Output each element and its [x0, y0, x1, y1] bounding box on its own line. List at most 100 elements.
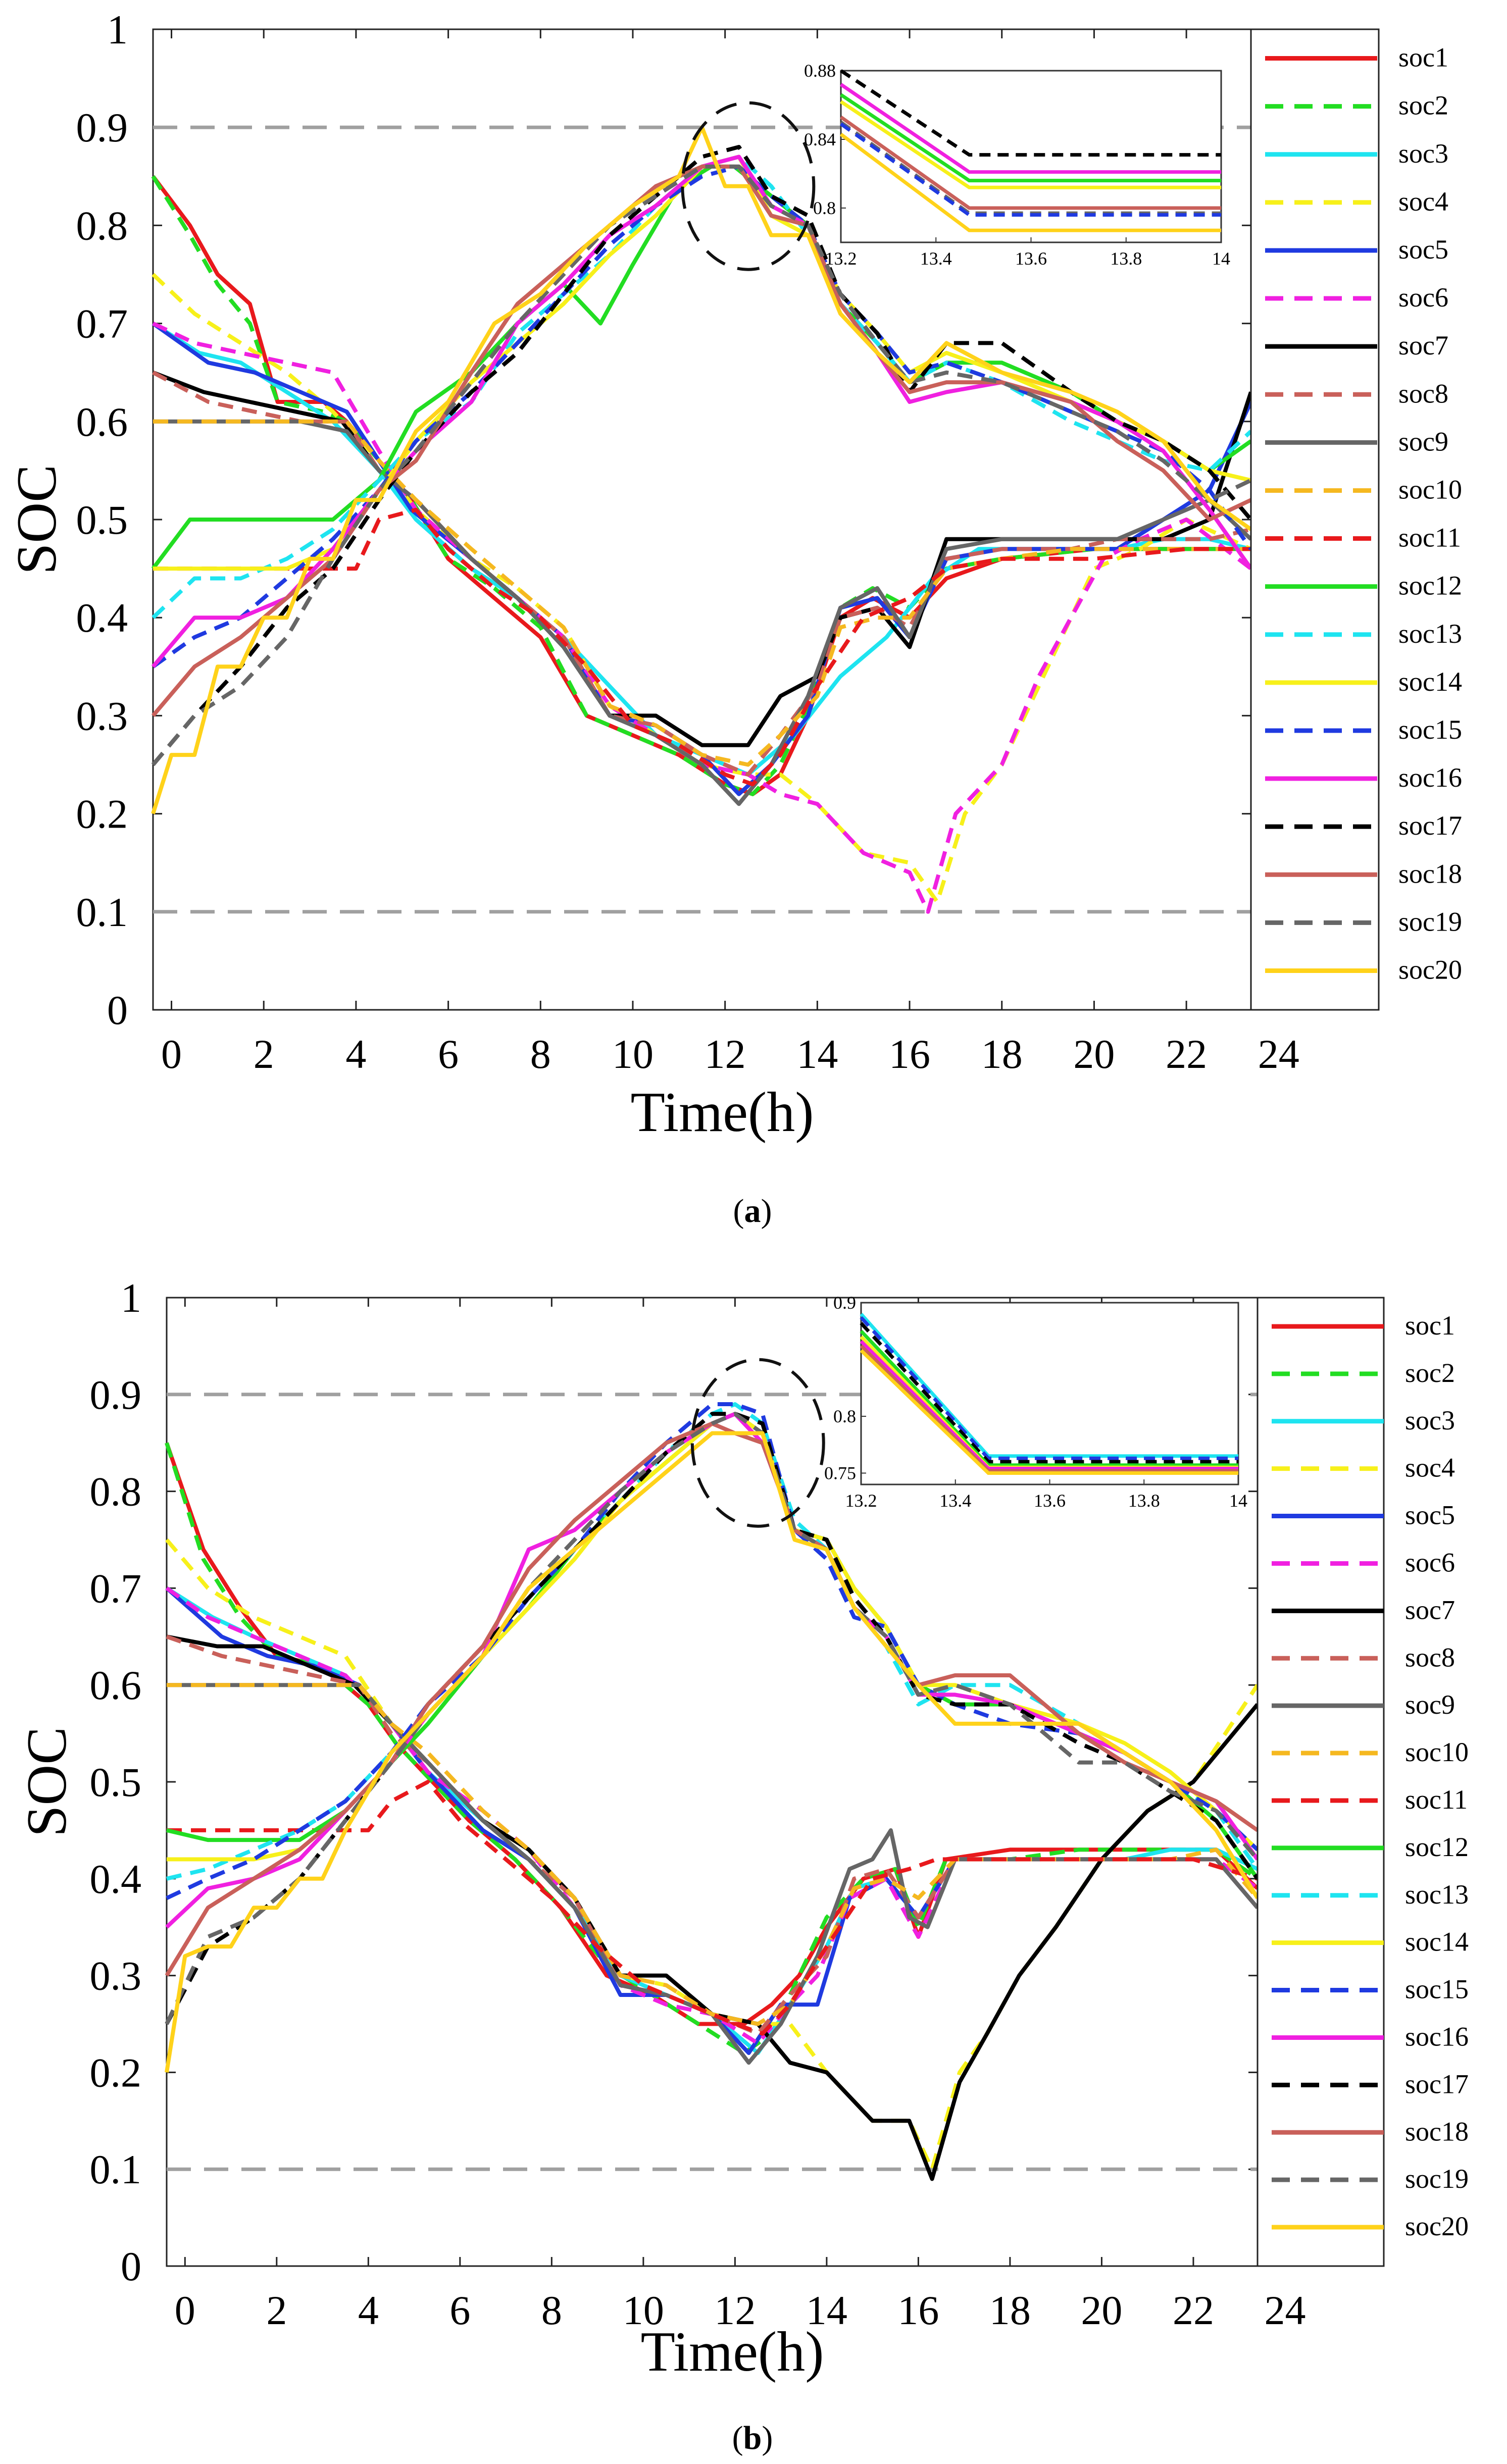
- series-line-soc1: [151, 175, 1251, 796]
- series-line-soc15: [166, 1402, 1259, 1900]
- legend-label-soc14: soc14: [1398, 666, 1462, 697]
- panel-caption: (b): [732, 2420, 773, 2456]
- legend-label-soc6: soc6: [1405, 1547, 1455, 1577]
- y-tick-label: 0.4: [90, 1856, 142, 1902]
- y-tick-label: 0.9: [90, 1372, 142, 1418]
- y-tick-label: 0: [107, 987, 128, 1033]
- x-tick-label: 6: [438, 1031, 459, 1077]
- series-line-soc20: [165, 1431, 1260, 2073]
- x-tick-label: 24: [1258, 1031, 1299, 1077]
- legend-label-soc19: soc19: [1398, 906, 1462, 937]
- legend-label-soc2: soc2: [1405, 1358, 1455, 1388]
- x-tick-label: 20: [1081, 2287, 1122, 2333]
- x-tick-label: 10: [623, 2287, 664, 2333]
- legend-label-soc4: soc4: [1405, 1453, 1455, 1483]
- caption-close-paren: ): [761, 1193, 772, 1229]
- legend-box: [1257, 1297, 1385, 2267]
- series-line-soc13: [152, 155, 1252, 620]
- inset-y-tick-label: 0.9: [833, 1293, 856, 1313]
- inset-line-soc16: [840, 83, 1221, 174]
- y-tick-label: 0.4: [76, 595, 128, 641]
- x-tick-label: 4: [358, 2287, 379, 2333]
- series-line-soc8: [152, 371, 1251, 777]
- y-tick-label: 0.5: [76, 497, 128, 543]
- inset-line-soc17: [860, 1322, 1238, 1464]
- caption-open-paren: (: [732, 2420, 743, 2456]
- y-tick-label: 0.7: [76, 301, 128, 347]
- y-tick-label: 0.8: [76, 202, 128, 248]
- legend-box: [1250, 28, 1380, 1011]
- caption-open-paren: (: [733, 1193, 744, 1229]
- x-tick-label: 12: [714, 2287, 756, 2333]
- y-axis-label: SOC: [6, 465, 68, 575]
- x-tick-label: 16: [897, 2287, 939, 2333]
- inset-x-tick-label: 13.8: [1128, 1491, 1160, 1511]
- legend-label-soc17: soc17: [1398, 810, 1462, 841]
- series-line-soc9: [153, 419, 1252, 806]
- series-line-soc20: [151, 125, 1252, 814]
- legend-label-soc1: soc1: [1398, 42, 1448, 73]
- panel-caption: (a): [733, 1193, 772, 1229]
- y-tick-label: 0.1: [90, 2146, 142, 2192]
- inset-x-tick-label: 13.2: [845, 1491, 877, 1511]
- caption-close-paren: ): [762, 2420, 773, 2456]
- y-tick-label: 0.2: [90, 2049, 142, 2095]
- inset-x-tick-label: 13.4: [920, 248, 952, 269]
- x-axis-label: Time(h): [630, 1081, 814, 1144]
- x-tick-label: 22: [1173, 2287, 1214, 2333]
- legend-label-soc17: soc17: [1405, 2069, 1469, 2099]
- legend-label-soc3: soc3: [1398, 138, 1448, 169]
- inset-x-tick-label: 14: [1229, 1491, 1247, 1511]
- legend-label-soc11: soc11: [1405, 1784, 1468, 1815]
- inset-y-tick-label: 0.8: [833, 1406, 856, 1426]
- panel-a: 00.10.20.30.40.50.60.70.80.910 2 4 6 8 10 12 14…: [6, 7, 1462, 1229]
- inset-x-tick-label: 13.2: [825, 248, 857, 269]
- inset-line-soc14: [840, 100, 1221, 189]
- legend-label-soc1: soc1: [1405, 1310, 1455, 1341]
- y-tick-label: 0.2: [76, 791, 128, 837]
- x-tick-label: 0: [175, 2287, 195, 2333]
- legend-label-soc5: soc5: [1405, 1500, 1455, 1530]
- legend-label-soc12: soc12: [1398, 571, 1462, 601]
- x-tick-label: 12: [705, 1031, 746, 1077]
- x-tick-label: 22: [1166, 1031, 1207, 1077]
- y-tick-label: 0: [121, 2243, 141, 2289]
- legend-label-soc11: soc11: [1398, 523, 1461, 553]
- inset-line-soc12: [840, 93, 1221, 183]
- legend-label-soc10: soc10: [1405, 1737, 1469, 1767]
- inset-y-tick-label: 0.75: [824, 1463, 856, 1483]
- y-tick-label: 0.7: [90, 1565, 142, 1611]
- legend-label-soc20: soc20: [1405, 2211, 1469, 2241]
- y-tick-label: 1: [107, 7, 128, 53]
- inset-x-tick-label: 13.6: [1034, 1491, 1066, 1511]
- legend-label-soc14: soc14: [1405, 1927, 1469, 1957]
- legend-label-soc3: soc3: [1405, 1405, 1455, 1435]
- zoom-circle: [690, 1358, 825, 1528]
- inset-y-tick-label: 0.84: [804, 129, 836, 149]
- y-tick-label: 0.6: [90, 1662, 142, 1708]
- y-tick-label: 0.1: [76, 889, 128, 935]
- legend-label-soc18: soc18: [1405, 2116, 1469, 2146]
- y-tick-label: 0.3: [76, 693, 128, 739]
- zoom-circle: [681, 101, 816, 271]
- caption-letter: b: [743, 2420, 762, 2456]
- series-line-soc17: [151, 145, 1253, 766]
- legend-label-soc8: soc8: [1405, 1642, 1455, 1672]
- inset-line-soc20: [839, 132, 1221, 232]
- legend-label-soc7: soc7: [1405, 1595, 1455, 1625]
- legend-label-soc5: soc5: [1398, 234, 1448, 265]
- legend-label-soc19: soc19: [1405, 2164, 1469, 2194]
- y-tick-label: 0.5: [90, 1759, 142, 1805]
- x-tick-label: 8: [541, 2287, 562, 2333]
- x-tick-label: 20: [1073, 1031, 1115, 1077]
- legend-label-soc13: soc13: [1405, 1879, 1469, 1910]
- x-tick-label: 2: [254, 1031, 274, 1077]
- y-tick-label: 0.8: [90, 1469, 142, 1515]
- inset-y-tick-label: 0.8: [813, 198, 836, 218]
- x-tick-label: 6: [449, 2287, 470, 2333]
- legend-label-soc16: soc16: [1405, 2021, 1469, 2051]
- legend-label-soc4: soc4: [1398, 186, 1448, 217]
- inset-x-tick-label: 14: [1212, 248, 1230, 269]
- inset-y-tick-label: 0.88: [804, 61, 836, 81]
- legend-label-soc10: soc10: [1398, 474, 1462, 504]
